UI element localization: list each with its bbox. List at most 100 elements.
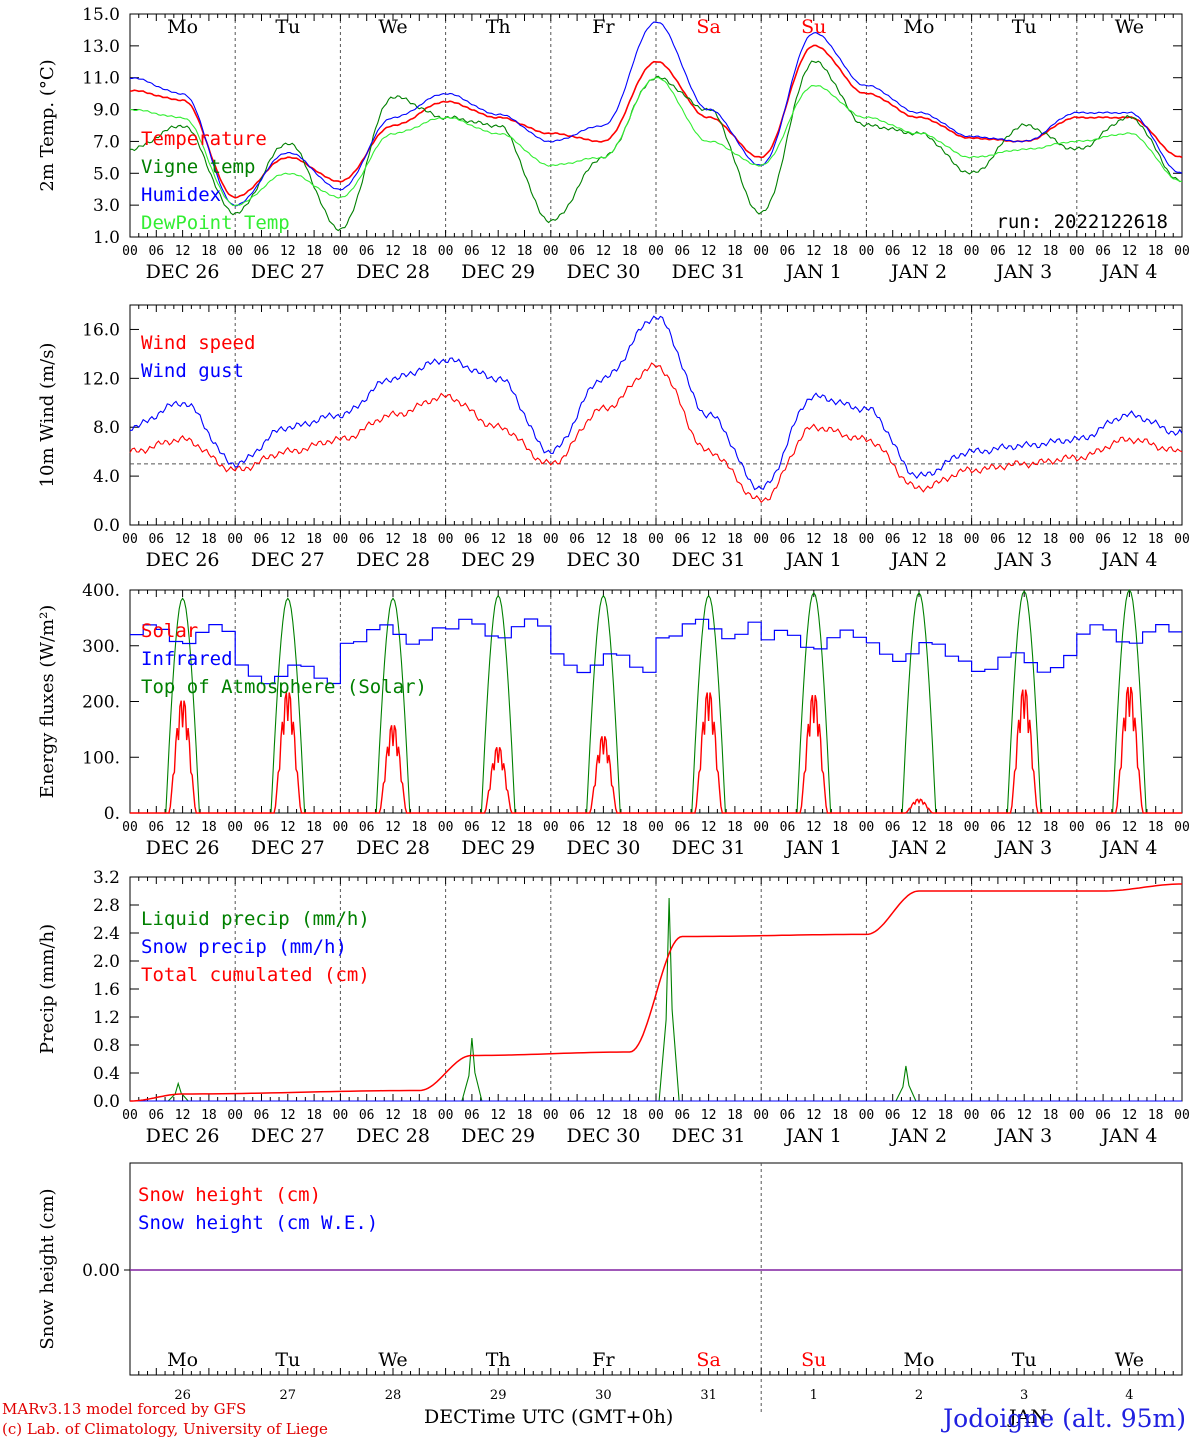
date-label: JAN 4 — [1099, 1125, 1157, 1147]
hour-tick-label: 12 — [385, 244, 401, 259]
hour-tick-label: 06 — [990, 820, 1006, 835]
hour-tick-label: 12 — [806, 820, 822, 835]
y-axis-label: Precip (mm/h) — [37, 924, 58, 1054]
hour-tick-label: 06 — [674, 532, 690, 547]
day-number-label: 27 — [280, 1388, 297, 1403]
hour-tick-label: 06 — [674, 820, 690, 835]
hour-tick-label: 18 — [201, 820, 217, 835]
hour-tick-label: 12 — [175, 532, 191, 547]
y-tick-label: 2.0 — [93, 952, 120, 972]
date-label: DEC 29 — [461, 1125, 535, 1147]
y-tick-label: 0. — [104, 804, 120, 824]
hour-tick-label: 12 — [490, 1108, 506, 1123]
legend-entry: Top of Atmosphere (Solar) — [141, 676, 427, 698]
y-axis-label: Snow height (cm) — [37, 1188, 58, 1349]
hour-tick-label: 18 — [1043, 820, 1059, 835]
hour-tick-label: 00 — [964, 532, 980, 547]
hour-tick-label: 12 — [806, 244, 822, 259]
temp-series-line — [129, 76, 1183, 207]
y-axis-label: Energy fluxes (W/m²) — [37, 605, 58, 799]
hour-tick-label: 18 — [201, 532, 217, 547]
y-tick-label: 100. — [82, 748, 120, 768]
legend-entry: Wind gust — [141, 360, 244, 382]
y-tick-label: 300. — [82, 637, 120, 657]
hour-tick-label: 12 — [175, 1108, 191, 1123]
hour-tick-label: 06 — [885, 1108, 901, 1123]
hour-tick-label: 00 — [1174, 532, 1190, 547]
hour-tick-label: 18 — [411, 820, 427, 835]
hour-tick-label: 12 — [911, 532, 927, 547]
y-tick-label: 16.0 — [82, 320, 120, 340]
hour-tick-label: 12 — [701, 244, 717, 259]
day-number-label: 4 — [1125, 1388, 1133, 1403]
hour-tick-label: 00 — [227, 820, 243, 835]
hour-tick-label: 18 — [832, 244, 848, 259]
hour-tick-label: 06 — [359, 244, 375, 259]
toa-solar-line — [130, 588, 1182, 814]
hour-tick-label: 06 — [780, 532, 796, 547]
date-label: DEC 31 — [672, 837, 746, 859]
y-tick-label: 400. — [82, 581, 120, 601]
hour-tick-label: 18 — [622, 244, 638, 259]
hour-tick-label: 18 — [937, 820, 953, 835]
date-label: JAN 4 — [1099, 549, 1157, 571]
hour-tick-label: 00 — [753, 1108, 769, 1123]
hour-tick-label: 18 — [1148, 244, 1164, 259]
date-label: JAN 2 — [889, 837, 947, 859]
wind-series-line — [129, 362, 1183, 504]
hour-tick-label: 06 — [885, 820, 901, 835]
weekday-label: Su — [801, 1349, 826, 1371]
date-label: JAN 4 — [1099, 837, 1157, 859]
hour-tick-label: 06 — [569, 1108, 585, 1123]
date-label: DEC 31 — [672, 261, 746, 283]
total-cumulated-line — [130, 883, 1182, 1102]
weekday-label: Mo — [904, 16, 935, 38]
liquid-precip-peak — [461, 1037, 483, 1102]
hour-tick-label: 06 — [674, 244, 690, 259]
hour-tick-label: 06 — [885, 532, 901, 547]
date-label: DEC 26 — [146, 549, 220, 571]
hour-tick-label: 18 — [937, 244, 953, 259]
date-label: JAN 1 — [784, 837, 842, 859]
panel-1: 00 06 12 18 00 06 12 18 00 06 12 18 00 06 12 18 00 06 12 18… — [37, 5, 1190, 283]
hour-tick-label: 12 — [1122, 1108, 1138, 1123]
date-label: DEC 30 — [566, 261, 640, 283]
hour-tick-label: 00 — [122, 244, 138, 259]
hour-tick-label: 06 — [1095, 532, 1111, 547]
panel-2: 00 06 12 18 00 06 12 18 00 06 12 18 00 06 12 18 00 06 12 18… — [37, 304, 1190, 571]
hour-tick-label: 12 — [596, 1108, 612, 1123]
date-label: DEC 30 — [566, 549, 640, 571]
date-label: JAN 1 — [784, 549, 842, 571]
hour-tick-label: 18 — [517, 1108, 533, 1123]
hour-tick-label: 00 — [333, 1108, 349, 1123]
hour-tick-label: 06 — [254, 1108, 270, 1123]
station-label: Jodoigne (alt. 95m) — [943, 1404, 1186, 1433]
hour-tick-label: 06 — [464, 532, 480, 547]
hour-tick-label: 06 — [569, 532, 585, 547]
date-label: DEC 29 — [461, 549, 535, 571]
hour-tick-label: 18 — [517, 532, 533, 547]
hour-tick-label: 18 — [1148, 820, 1164, 835]
hour-tick-label: 18 — [832, 1108, 848, 1123]
date-label: DEC 30 — [566, 837, 640, 859]
date-label: DEC 31 — [672, 1125, 746, 1147]
weekday-label: Mo — [167, 1349, 198, 1371]
date-label: JAN 2 — [889, 261, 947, 283]
hour-tick-label: 12 — [280, 244, 296, 259]
legend-entry: Wind speed — [141, 332, 255, 354]
hour-tick-label: 12 — [806, 532, 822, 547]
hour-tick-label: 00 — [227, 244, 243, 259]
hour-tick-label: 12 — [911, 820, 927, 835]
hour-tick-label: 00 — [543, 1108, 559, 1123]
date-label: DEC 26 — [146, 261, 220, 283]
y-tick-label: 0.4 — [93, 1064, 120, 1084]
hour-tick-label: 00 — [1069, 820, 1085, 835]
temp-series-line — [129, 21, 1183, 207]
hour-tick-label: 00 — [859, 532, 875, 547]
date-label: DEC 31 — [672, 549, 746, 571]
y-tick-label: 8.0 — [93, 418, 120, 438]
weekday-label: Mo — [167, 16, 198, 38]
hour-tick-label: 18 — [832, 532, 848, 547]
hour-tick-label: 00 — [753, 244, 769, 259]
hour-tick-label: 12 — [596, 820, 612, 835]
